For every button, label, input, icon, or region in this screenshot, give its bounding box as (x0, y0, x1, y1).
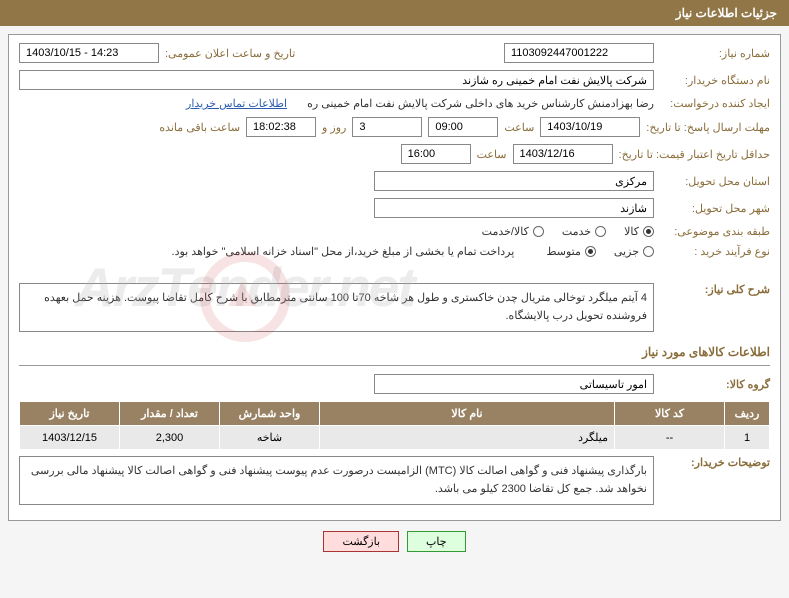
time-label-2: ساعت (477, 148, 507, 161)
buyer-notes-box: بارگذاری پیشنهاد فنی و گواهی اصالت کالا … (19, 456, 654, 505)
process-radio-group: جزیی متوسط (546, 245, 654, 258)
city-field: شازند (374, 198, 654, 218)
radio-partial[interactable]: جزیی (614, 245, 654, 258)
th-date: تاریخ نیاز (20, 402, 120, 426)
need-no-label: شماره نیاز: (660, 47, 770, 60)
radio-both[interactable]: کالا/خدمت (482, 225, 544, 238)
time-label-1: ساعت (504, 121, 534, 134)
category-radio-group: کالا خدمت کالا/خدمت (482, 225, 654, 238)
validity-date-field: 1403/12/16 (513, 144, 613, 164)
process-note: پرداخت تمام یا بخشی از مبلغ خرید،از محل … (172, 245, 515, 258)
desc-label: شرح کلی نیاز: (660, 283, 770, 296)
deadline-date-field: 1403/10/19 (540, 117, 640, 137)
deadline-time-field: 09:00 (428, 117, 498, 137)
th-row: ردیف (725, 402, 770, 426)
th-qty: تعداد / مقدار (120, 402, 220, 426)
province-label: استان محل تحویل: (660, 175, 770, 188)
buyer-org-label: نام دستگاه خریدار: (660, 74, 770, 87)
radio-medium[interactable]: متوسط (546, 245, 596, 258)
validity-label: حداقل تاریخ اعتبار قیمت: تا تاریخ: (619, 148, 770, 161)
table-row: 1 -- میلگرد شاخه 2,300 1403/12/15 (20, 426, 770, 450)
process-label: نوع فرآیند خرید : (660, 245, 770, 258)
requester-value: رضا بهزادمنش کارشناس خرید های داخلی شرکت… (307, 97, 654, 110)
countdown-field: 18:02:38 (246, 117, 316, 137)
details-panel: شماره نیاز: 1103092447001222 تاریخ و ساع… (8, 34, 781, 521)
need-no-field: 1103092447001222 (504, 43, 654, 63)
remain-label: ساعت باقی مانده (159, 121, 240, 134)
announce-label: تاریخ و ساعت اعلان عمومی: (165, 47, 295, 60)
td-name: میلگرد (320, 426, 615, 450)
page-header: جزئیات اطلاعات نیاز (0, 0, 789, 26)
buyer-org-field: شرکت پالایش نفت امام خمینی ره شازند (19, 70, 654, 90)
td-qty: 2,300 (120, 426, 220, 450)
deadline-label: مهلت ارسال پاسخ: تا تاریخ: (646, 121, 770, 134)
days-field: 3 (352, 117, 422, 137)
requester-label: ایجاد کننده درخواست: (660, 97, 770, 110)
radio-goods[interactable]: کالا (624, 225, 654, 238)
category-label: طبقه بندی موضوعی: (660, 225, 770, 238)
announce-field: 1403/10/15 - 14:23 (19, 43, 159, 63)
days-label: روز و (322, 121, 346, 134)
td-unit: شاخه (220, 426, 320, 450)
group-label: گروه کالا: (660, 378, 770, 391)
td-idx: 1 (725, 426, 770, 450)
page-title: جزئیات اطلاعات نیاز (676, 6, 777, 20)
group-field: امور تاسیساتی (374, 374, 654, 394)
buyer-notes-label: توضیحات خریدار: (660, 456, 770, 469)
validity-time-field: 16:00 (401, 144, 471, 164)
td-date: 1403/12/15 (20, 426, 120, 450)
th-code: کد کالا (615, 402, 725, 426)
city-label: شهر محل تحویل: (660, 202, 770, 215)
td-code: -- (615, 426, 725, 450)
desc-box: 4 آیتم میلگرد توخالی متریال چدن خاکستری … (19, 283, 654, 332)
contact-link[interactable]: اطلاعات تماس خریدار (186, 97, 287, 110)
back-button[interactable]: بازگشت (323, 531, 399, 552)
th-name: نام کالا (320, 402, 615, 426)
items-section-title: اطلاعات کالاهای مورد نیاز (19, 339, 770, 366)
th-unit: واحد شمارش (220, 402, 320, 426)
items-table: ردیف کد کالا نام کالا واحد شمارش تعداد /… (19, 401, 770, 450)
province-field: مرکزی (374, 171, 654, 191)
print-button[interactable]: چاپ (407, 531, 466, 552)
radio-service[interactable]: خدمت (562, 225, 606, 238)
